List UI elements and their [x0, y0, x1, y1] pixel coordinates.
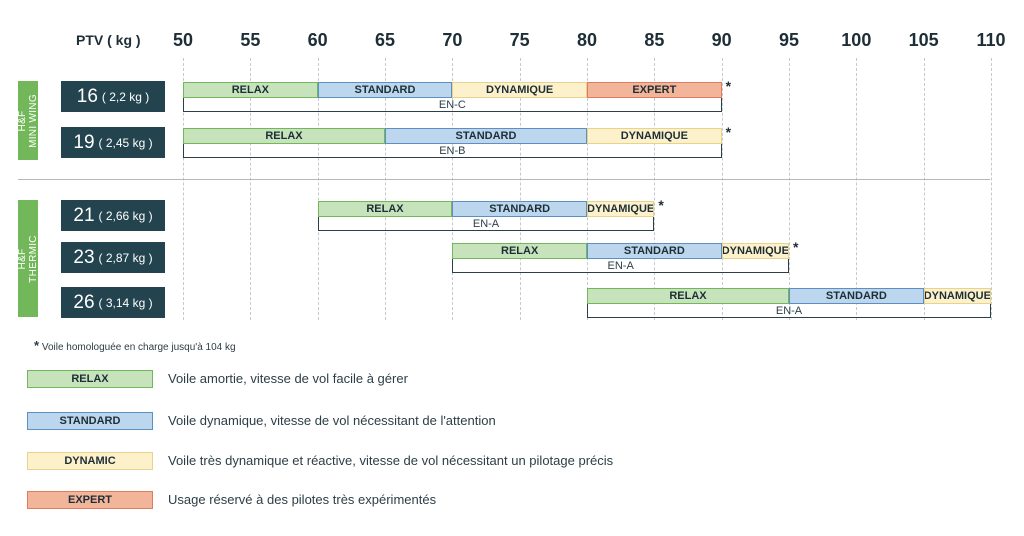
- footnote-star: *: [34, 338, 40, 353]
- asterisk-marker: *: [725, 78, 732, 94]
- range-segment-dynamique: DYNAMIQUE: [721, 243, 789, 259]
- size-number: 19: [73, 131, 95, 153]
- size-weight: ( 2,45 kg ): [98, 135, 153, 150]
- axis-title: PTV ( kg ): [76, 32, 141, 48]
- certification-label: EN-C: [438, 99, 466, 111]
- certification-bracket: [587, 304, 991, 318]
- x-tick-label: 70: [442, 30, 463, 50]
- range-segment-standard: STANDARD: [317, 82, 453, 98]
- range-segment-dynamique: DYNAMIQUE: [587, 128, 722, 144]
- grid-line: [250, 58, 251, 320]
- x-tick-label: 95: [778, 30, 800, 50]
- legend-description: Voile dynamique, vitesse de vol nécessit…: [168, 413, 496, 428]
- group-label-line: THERMIC: [28, 234, 39, 283]
- size-weight: ( 2,87 kg ): [98, 250, 153, 265]
- range-segment-expert: EXPERT: [587, 82, 722, 98]
- size-box: 19( 2,45 kg ): [61, 127, 165, 158]
- size-box: 26( 3,14 kg ): [61, 287, 165, 318]
- size-box: 16( 2,2 kg ): [61, 81, 165, 112]
- group-label-line: H&F: [17, 110, 28, 131]
- x-tick-label: 65: [374, 30, 396, 50]
- legend-swatch-relax: RELAX: [27, 370, 153, 388]
- legend-description: Voile très dynamique et réactive, vitess…: [168, 453, 614, 468]
- grid-line: [789, 58, 790, 320]
- x-tick-label: 75: [509, 30, 530, 50]
- footnote: * Voile homologuée en charge jusqu'à 104…: [34, 338, 236, 353]
- size-number: 23: [73, 246, 95, 268]
- grid-line: [520, 58, 521, 320]
- range-segment-relax: RELAX: [183, 82, 318, 98]
- range-segment-standard: STANDARD: [789, 288, 924, 304]
- certification-bracket: [317, 217, 655, 231]
- certification-bracket: [452, 259, 789, 273]
- range-segment-standard: STANDARD: [452, 201, 587, 217]
- size-box: 21( 2,66 kg ): [61, 200, 165, 231]
- certification-label: EN-A: [775, 305, 803, 317]
- x-tick-label: 80: [576, 30, 598, 50]
- grid-line: [924, 58, 925, 320]
- range-segment-dynamique: DYNAMIQUE: [923, 288, 991, 304]
- asterisk-marker: *: [658, 197, 664, 213]
- certification-bracket: [183, 98, 722, 112]
- range-segment-dynamique: DYNAMIQUE: [452, 82, 587, 98]
- grid-line: [587, 58, 588, 320]
- x-tick-label: 55: [240, 30, 261, 50]
- x-tick-label: 100: [841, 30, 872, 50]
- group-label: H&F THERMIC: [17, 200, 39, 317]
- range-segment-relax: RELAX: [587, 288, 789, 304]
- legend-swatch-expert: EXPERT: [27, 491, 153, 509]
- x-tick-label: 50: [172, 30, 194, 50]
- x-tick-label: 60: [307, 30, 328, 50]
- size-weight: ( 2,2 kg ): [101, 89, 150, 104]
- size-number: 21: [73, 204, 95, 226]
- x-tick-label: 90: [711, 30, 732, 50]
- range-segment-relax: RELAX: [452, 243, 587, 259]
- legend-swatch-dynamique: DYNAMIC: [27, 452, 153, 470]
- certification-bracket: [183, 144, 722, 158]
- grid-line: [654, 58, 655, 320]
- legend-description: Usage réservé à des pilotes très expérim…: [168, 492, 437, 507]
- group-label-line: MINI WING: [28, 93, 39, 148]
- group-separator: [18, 179, 990, 180]
- grid-line: [385, 58, 386, 320]
- grid-line: [183, 58, 184, 320]
- grid-line: [856, 58, 857, 320]
- grid-line: [722, 58, 723, 320]
- certification-label: EN-B: [439, 145, 466, 157]
- x-tick-label: 110: [976, 30, 1006, 50]
- footnote-text: Voile homologuée en charge jusqu'à 104 k…: [41, 342, 236, 353]
- x-tick-label: 85: [644, 30, 665, 50]
- certification-label: EN-A: [607, 260, 634, 272]
- range-segment-relax: RELAX: [183, 128, 385, 144]
- range-segment-standard: STANDARD: [385, 128, 587, 144]
- size-number: 16: [76, 85, 98, 107]
- x-tick-label: 105: [908, 30, 939, 50]
- grid-line: [991, 58, 992, 320]
- range-segment-dynamique: DYNAMIQUE: [587, 201, 655, 217]
- group-label-text: H&F MINI WING: [17, 94, 39, 148]
- range-segment-standard: STANDARD: [587, 243, 722, 259]
- size-weight: ( 3,14 kg ): [98, 295, 153, 310]
- group-label-line: H&F: [17, 248, 28, 269]
- legend-description: Voile amortie, vitesse de vol facile à g…: [168, 371, 408, 386]
- asterisk-marker: *: [725, 124, 732, 140]
- certification-label: EN-A: [472, 218, 500, 230]
- group-label: H&F MINI WING: [17, 81, 39, 160]
- group-label-text: H&F THERMIC: [17, 235, 39, 283]
- grid-line: [452, 58, 453, 320]
- range-segment-relax: RELAX: [317, 201, 453, 217]
- size-weight: ( 2,66 kg ): [98, 208, 153, 223]
- asterisk-marker: *: [793, 239, 799, 255]
- grid-line: [318, 58, 319, 320]
- size-number: 26: [73, 291, 95, 313]
- size-box: 23( 2,87 kg ): [61, 242, 165, 273]
- legend-swatch-standard: STANDARD: [27, 412, 153, 430]
